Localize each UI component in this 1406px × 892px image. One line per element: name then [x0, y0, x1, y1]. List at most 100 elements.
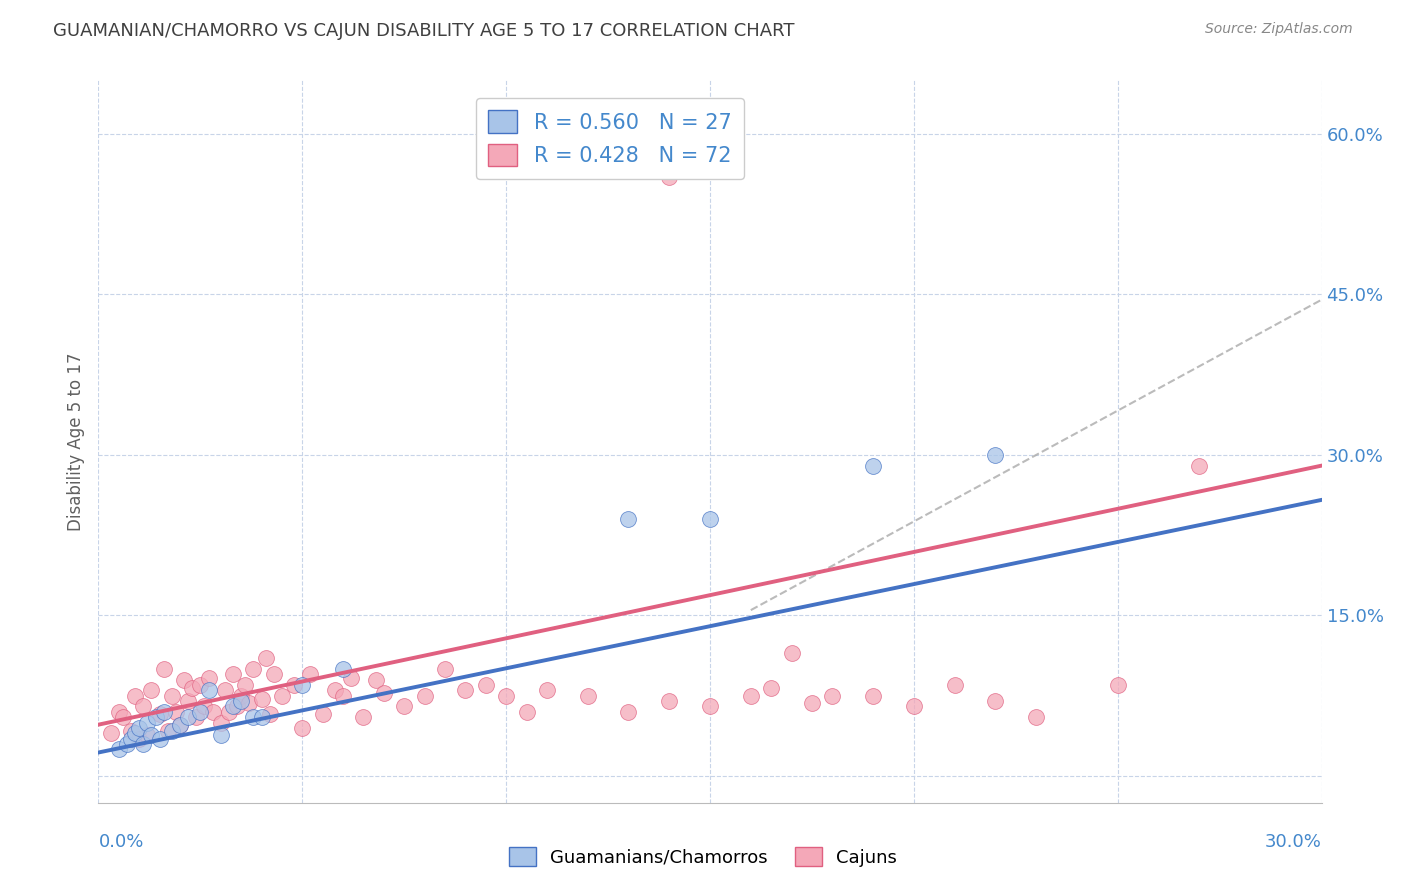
Point [801, 696, 824, 710]
Point [291, 721, 314, 735]
Point [226, 699, 249, 714]
Point [943, 678, 966, 692]
Point [699, 699, 721, 714]
Point [209, 728, 232, 742]
Point [862, 458, 884, 473]
Point [516, 705, 538, 719]
Point [250, 710, 273, 724]
Point [136, 728, 159, 742]
Point [373, 685, 395, 699]
Point [128, 731, 150, 746]
Point [177, 710, 200, 724]
Point [149, 731, 172, 746]
Point [160, 689, 183, 703]
Point [120, 731, 142, 746]
Point [108, 742, 131, 756]
Point [699, 512, 721, 526]
Point [214, 683, 236, 698]
Point [100, 726, 122, 740]
Point [111, 710, 134, 724]
Point [617, 705, 640, 719]
Point [323, 683, 346, 698]
Point [536, 683, 558, 698]
Point [132, 699, 155, 714]
Text: Source: ZipAtlas.com: Source: ZipAtlas.com [1205, 22, 1353, 37]
Point [145, 710, 167, 724]
Point [576, 689, 599, 703]
Point [141, 683, 163, 698]
Point [201, 705, 224, 719]
Point [434, 662, 457, 676]
Point [984, 448, 1007, 462]
Legend: R = 0.560   N = 27, R = 0.428   N = 72: R = 0.560 N = 27, R = 0.428 N = 72 [475, 98, 744, 178]
Point [780, 646, 803, 660]
Point [222, 667, 245, 681]
Point [761, 681, 783, 696]
Point [222, 699, 245, 714]
Point [291, 678, 314, 692]
Point [193, 699, 215, 714]
Point [115, 737, 138, 751]
Legend: Guamanians/Chamorros, Cajuns: Guamanians/Chamorros, Cajuns [502, 840, 904, 874]
Point [173, 673, 195, 687]
Y-axis label: Disability Age 5 to 17: Disability Age 5 to 17 [66, 352, 84, 531]
Text: 0.0%: 0.0% [98, 833, 143, 851]
Point [156, 724, 179, 739]
Text: 30.0%: 30.0% [1265, 833, 1322, 851]
Point [233, 678, 256, 692]
Point [352, 710, 374, 724]
Point [136, 715, 159, 730]
Point [332, 662, 354, 676]
Point [128, 721, 150, 735]
Point [392, 699, 416, 714]
Point [165, 705, 187, 719]
Point [197, 683, 219, 698]
Point [231, 694, 253, 708]
Point [242, 710, 264, 724]
Point [218, 705, 240, 719]
Point [862, 689, 884, 703]
Point [186, 710, 208, 724]
Point [181, 681, 204, 696]
Point [177, 694, 200, 708]
Point [152, 662, 174, 676]
Point [474, 678, 498, 692]
Point [740, 689, 762, 703]
Point [332, 689, 354, 703]
Point [364, 673, 387, 687]
Point [263, 667, 285, 681]
Point [270, 689, 294, 703]
Point [658, 169, 681, 184]
Point [312, 706, 335, 721]
Point [1107, 678, 1129, 692]
Point [169, 717, 191, 731]
Point [495, 689, 517, 703]
Point [259, 706, 281, 721]
Point [152, 705, 174, 719]
Point [160, 724, 183, 739]
Point [903, 699, 925, 714]
Point [254, 651, 277, 665]
Point [283, 678, 305, 692]
Point [413, 689, 436, 703]
Point [340, 671, 363, 685]
Point [658, 694, 681, 708]
Point [617, 512, 640, 526]
Point [231, 689, 253, 703]
Point [1025, 710, 1047, 724]
Text: GUAMANIAN/CHAMORRO VS CAJUN DISABILITY AGE 5 TO 17 CORRELATION CHART: GUAMANIAN/CHAMORRO VS CAJUN DISABILITY A… [53, 22, 794, 40]
Point [188, 705, 212, 719]
Point [124, 689, 146, 703]
Point [1188, 458, 1211, 473]
Point [132, 737, 155, 751]
Point [984, 694, 1007, 708]
Point [141, 728, 163, 742]
Point [124, 726, 146, 740]
Point [209, 715, 232, 730]
Point [108, 705, 131, 719]
Point [188, 678, 212, 692]
Point [149, 706, 172, 721]
Point [169, 717, 191, 731]
Point [250, 692, 273, 706]
Point [299, 667, 322, 681]
